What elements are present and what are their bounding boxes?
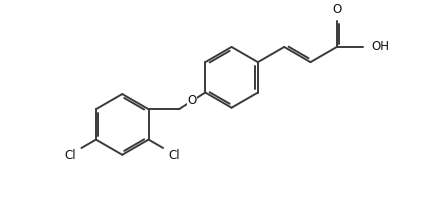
Text: Cl: Cl — [168, 149, 180, 163]
Text: OH: OH — [371, 40, 389, 53]
Text: Cl: Cl — [65, 149, 76, 163]
Text: O: O — [332, 3, 341, 16]
Text: O: O — [187, 94, 197, 107]
